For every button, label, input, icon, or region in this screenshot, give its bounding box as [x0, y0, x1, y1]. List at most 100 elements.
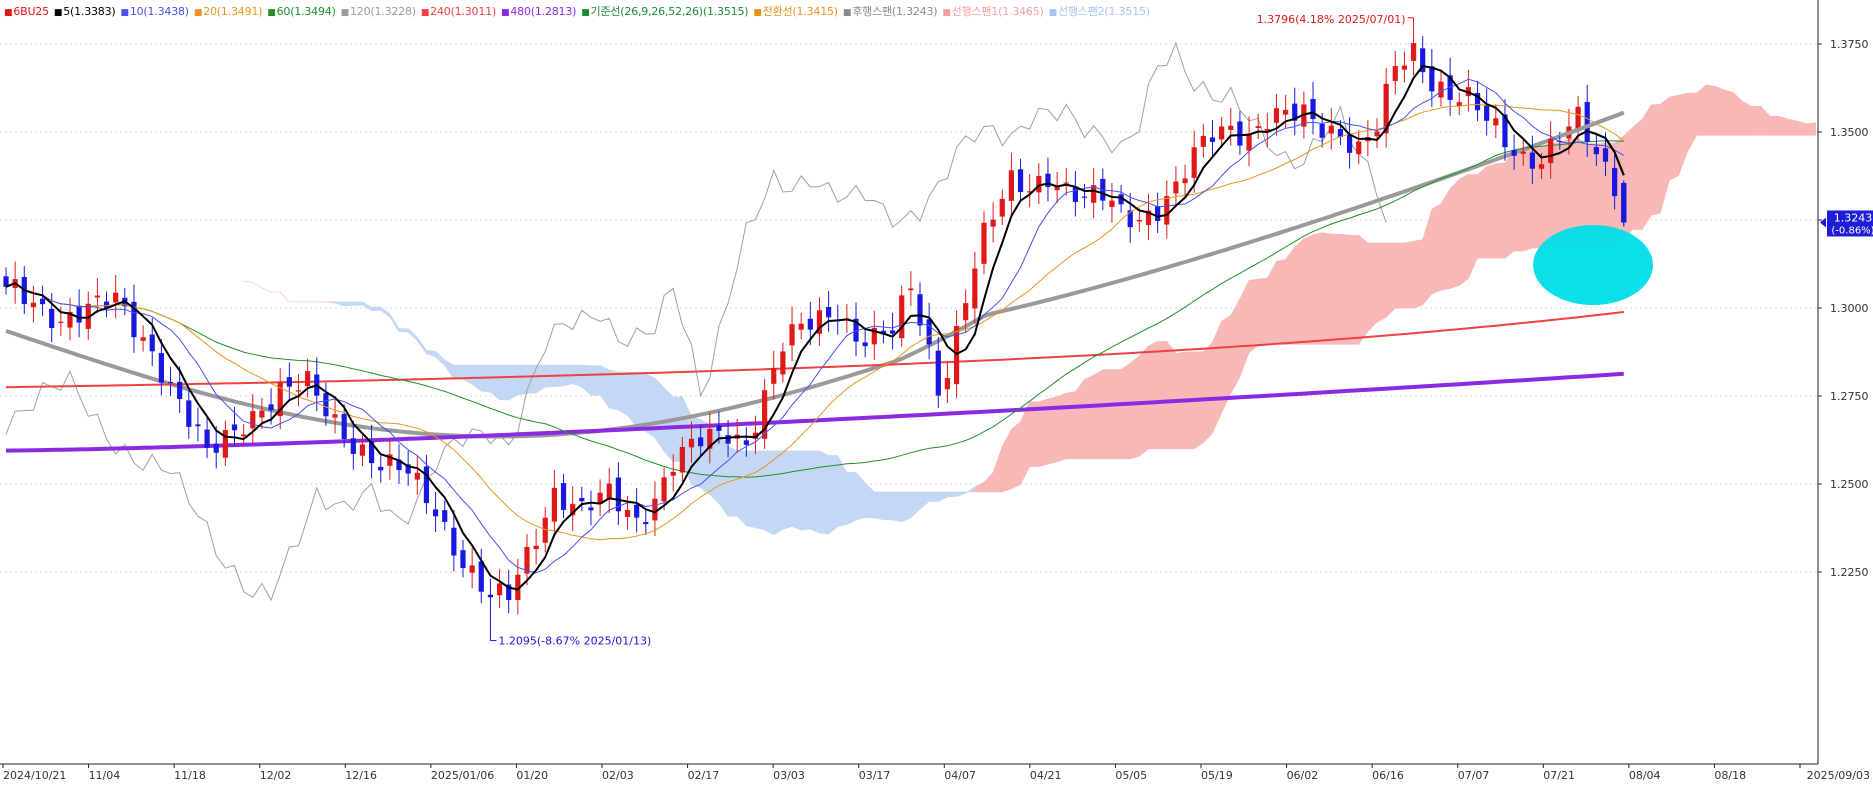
candle-body: [798, 323, 804, 330]
price-tag-arrow-icon: [1820, 217, 1826, 228]
candle-body: [944, 377, 951, 390]
candle-body: [1127, 210, 1133, 228]
candle-body: [1072, 187, 1078, 202]
legend-item-ma240: ■240(1.3011): [421, 5, 496, 18]
x-tick-label: 05/19: [1201, 769, 1233, 782]
candle-body: [953, 326, 960, 385]
candle-body: [1319, 123, 1325, 138]
candle-body: [762, 390, 768, 439]
candle-body: [432, 509, 439, 517]
candle-body: [899, 295, 905, 339]
low-annotation: 1.2095(-8.67% 2025/01/13): [498, 635, 651, 648]
candle-body: [1008, 170, 1014, 201]
ichimoku-cloud-bullish: [1477, 165, 1487, 259]
ichimoku-cloud-bearish: [828, 455, 839, 535]
x-tick-label: 05/05: [1115, 769, 1147, 782]
legend-item-tenkan: ■전환선(1.3415): [753, 5, 838, 18]
legend-item-ma120: ■120(1.3228): [341, 5, 416, 18]
ichimoku-cloud-bearish: [353, 301, 363, 306]
x-tick-label: 11/18: [174, 769, 206, 782]
candle-body: [3, 276, 9, 287]
ichimoku-cloud-bullish: [1148, 340, 1158, 450]
candle-body: [1017, 169, 1024, 193]
ichimoku-cloud-bullish: [1504, 148, 1515, 259]
y-tick-label: 1.2500: [1830, 478, 1869, 491]
legend-label: 10(1.3438): [129, 5, 189, 18]
x-tick-label: 07/21: [1543, 769, 1575, 782]
x-tick-label: 07/07: [1458, 769, 1490, 782]
candle-body: [1191, 147, 1197, 178]
candle-body: [716, 425, 722, 431]
candle-body: [1548, 138, 1554, 164]
candle-body: [387, 454, 393, 466]
candle-body: [1602, 148, 1609, 162]
ma5-line: [1577, 130, 1625, 176]
ichimoku-cloud-bullish: [1102, 369, 1113, 460]
candle-body: [1520, 151, 1526, 154]
candle-body: [149, 334, 155, 352]
candle-body: [460, 550, 466, 569]
candle-body: [140, 337, 146, 341]
price-tag-change: (-0.86%): [1831, 225, 1873, 236]
candle-body: [213, 443, 219, 453]
ichimoku-cloud-bearish: [608, 369, 619, 411]
ichimoku-cloud-bearish: [736, 450, 747, 527]
candle-body: [1063, 182, 1069, 184]
candle-body: [1529, 152, 1535, 169]
ichimoku-cloud-bullish: [1248, 278, 1259, 354]
candle-body: [58, 321, 64, 323]
ichimoku-cloud-bearish: [883, 491, 893, 521]
candle-body: [698, 437, 704, 447]
candle-body: [917, 294, 923, 326]
candle-body: [826, 306, 832, 318]
candle-body: [405, 464, 411, 474]
candle-body: [186, 400, 192, 427]
candle-body: [94, 295, 100, 298]
ichimoku-cloud-bearish: [901, 491, 912, 523]
candle-body: [1155, 206, 1161, 221]
candle-body: [1054, 186, 1060, 191]
candle-body: [1612, 167, 1618, 197]
legend-label: 480(1.2813): [510, 5, 577, 18]
candle-body: [1045, 173, 1051, 187]
candle-body: [1429, 66, 1435, 92]
legend-item-ma10: ■10(1.3438): [121, 5, 190, 18]
ichimoku-cloud-bullish: [1376, 242, 1387, 323]
candle-body: [1091, 185, 1097, 203]
ichimoku-cloud-bullish: [1714, 85, 1725, 136]
candle-body: [1027, 191, 1033, 193]
candle-body: [305, 371, 311, 387]
candle-body: [807, 318, 813, 330]
candle-body: [615, 477, 621, 512]
candle-body: [871, 327, 877, 345]
ichimoku-cloud-bullish: [1797, 120, 1807, 136]
candle-body: [816, 310, 823, 334]
ichimoku-cloud-bullish: [1486, 163, 1497, 259]
ma120-line: [5, 110, 1625, 439]
candle-body: [1081, 196, 1088, 198]
ichimoku-cloud-bullish: [1111, 369, 1122, 460]
x-tick-label: 12/16: [345, 769, 377, 782]
candle-body: [1246, 133, 1252, 151]
ichimoku-cloud-bearish: [343, 301, 354, 307]
candle-body: [1511, 150, 1517, 156]
ichimoku-cloud-bearish: [371, 306, 382, 311]
candle-body: [679, 446, 685, 473]
ichimoku-cloud-bullish: [1385, 242, 1396, 318]
ichimoku-cloud-bullish: [1431, 203, 1442, 295]
candle-body: [1209, 137, 1216, 142]
legend-label: 선행스팬2(1.3515): [1057, 5, 1150, 18]
candle-body: [634, 504, 640, 518]
ichimoku-cloud-bullish: [1340, 233, 1350, 345]
candle-body: [1264, 129, 1270, 133]
ichimoku-cloud-bullish: [1093, 369, 1104, 460]
ichimoku-cloud-bullish: [1203, 341, 1213, 444]
candle-body: [1228, 125, 1234, 130]
candle-body: [487, 594, 494, 598]
ichimoku-cloud-bullish: [1276, 258, 1286, 345]
legend-label: 선행스팬1(1.3465): [951, 5, 1044, 18]
ichimoku-cloud-bearish: [663, 386, 674, 463]
candle-body: [652, 498, 658, 521]
candle-body: [1328, 125, 1334, 134]
